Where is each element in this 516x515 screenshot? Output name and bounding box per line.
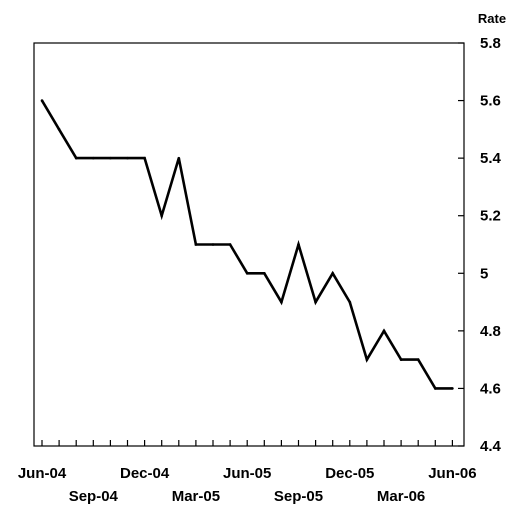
series-layer xyxy=(40,99,454,390)
series-line xyxy=(40,99,453,390)
x-tick-label: Mar-05 xyxy=(172,488,220,505)
x-tick-label: Mar-06 xyxy=(377,488,425,505)
y-tick-label: 4.6 xyxy=(480,380,501,397)
data-point xyxy=(382,329,386,333)
data-point xyxy=(434,387,437,390)
y-axis-title: Rate xyxy=(478,11,506,26)
y-tick-label: 4.4 xyxy=(480,438,502,455)
data-point xyxy=(211,243,215,246)
data-point xyxy=(228,243,232,246)
data-point xyxy=(451,387,454,390)
y-tick-label: 5.4 xyxy=(480,150,502,167)
data-point xyxy=(109,156,112,160)
y-tick-label: 4.8 xyxy=(480,323,501,340)
data-point xyxy=(194,243,198,246)
data-point xyxy=(126,156,129,160)
data-point xyxy=(40,99,44,102)
data-point xyxy=(74,156,78,160)
data-point xyxy=(57,128,61,131)
x-tick-label: Jun-04 xyxy=(18,465,67,482)
data-point xyxy=(365,358,369,361)
data-point xyxy=(245,271,249,275)
x-tick-label: Dec-04 xyxy=(120,465,170,482)
x-tick-label: Jun-06 xyxy=(428,465,476,482)
x-axis: Jun-04 Dec-04 Jun-05 Dec-05 Jun-06 Sep-04 Mar-… xyxy=(18,440,477,505)
x-tick-label: Sep-05 xyxy=(274,488,323,505)
data-point xyxy=(348,300,352,304)
data-point xyxy=(263,271,266,275)
data-point xyxy=(331,271,335,275)
data-point xyxy=(280,300,283,304)
data-point xyxy=(92,156,95,160)
y-tick-label: 5 xyxy=(480,265,488,282)
data-point xyxy=(399,358,403,361)
data-point xyxy=(143,156,146,160)
data-point xyxy=(416,358,420,361)
plot-area-frame xyxy=(33,42,465,447)
y-tick-label: 5.2 xyxy=(480,208,501,225)
data-point xyxy=(160,214,163,218)
data-point xyxy=(297,243,300,246)
data-point xyxy=(314,300,317,304)
y-axis: 4.4 4.6 4.8 5 5.2 5.4 5.6 5.8 xyxy=(458,35,502,455)
x-tick-label: Jun-05 xyxy=(223,465,271,482)
y-tick-label: 5.8 xyxy=(480,35,501,52)
data-point xyxy=(177,156,181,160)
x-tick-label: Sep-04 xyxy=(69,488,119,505)
x-tick-label: Dec-05 xyxy=(325,465,374,482)
y-tick-label: 5.6 xyxy=(480,93,501,110)
